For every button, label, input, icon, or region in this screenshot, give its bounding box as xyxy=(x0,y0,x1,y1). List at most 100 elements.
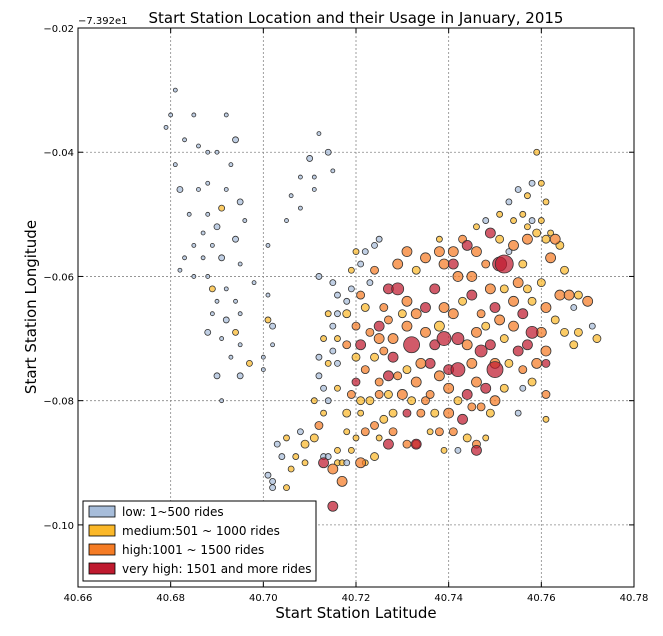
data-point-high xyxy=(351,321,361,331)
data-point-low xyxy=(223,187,229,192)
data-point-medium xyxy=(342,309,352,319)
data-point-medium xyxy=(569,340,579,350)
data-point-high xyxy=(563,289,575,301)
data-point-medium xyxy=(519,210,527,218)
data-point-low xyxy=(320,384,327,392)
data-point-low xyxy=(514,409,522,417)
data-point-high xyxy=(476,402,486,412)
data-point-low xyxy=(222,316,230,324)
data-point-low xyxy=(311,174,317,180)
data-point-low xyxy=(454,446,462,454)
data-point-low xyxy=(297,174,303,180)
data-point-high xyxy=(346,390,356,399)
x-tick-label: 40.68 xyxy=(156,593,185,604)
data-point-high xyxy=(393,371,403,381)
data-point-high xyxy=(531,357,543,369)
data-point-medium xyxy=(524,192,531,200)
data-point-low xyxy=(329,347,337,355)
data-point-medium xyxy=(208,285,216,293)
data-point-low xyxy=(168,112,174,118)
data-point-medium xyxy=(352,248,360,256)
data-point-low xyxy=(315,372,323,380)
data-point-low xyxy=(306,155,314,162)
y-tick-label: −0.10 xyxy=(43,521,74,532)
data-point-very-high xyxy=(383,370,394,382)
data-point-low xyxy=(334,291,341,299)
data-point-high xyxy=(494,314,506,326)
data-point-low xyxy=(237,342,243,348)
data-point-low xyxy=(196,187,201,192)
data-point-medium xyxy=(334,335,341,342)
data-point-medium xyxy=(283,434,290,442)
data-point-low xyxy=(334,359,341,367)
data-point-high xyxy=(582,295,594,307)
data-point-very-high xyxy=(318,457,329,469)
data-point-very-high xyxy=(512,345,524,357)
data-point-medium xyxy=(523,284,532,294)
data-point-high xyxy=(508,295,519,307)
data-point-high xyxy=(545,252,556,264)
data-point-low xyxy=(296,428,304,436)
data-point-very-high xyxy=(327,500,339,512)
data-point-medium xyxy=(433,320,445,332)
x-tick-label: 40.78 xyxy=(620,593,649,604)
data-point-medium xyxy=(320,409,327,417)
data-point-very-high xyxy=(391,282,405,296)
legend: low: 1~500 rides medium:501 ~ 1000 rides… xyxy=(82,500,317,582)
x-tick-label: 40.76 xyxy=(527,593,556,604)
data-point-medium xyxy=(343,428,351,436)
data-point-high xyxy=(420,326,431,338)
data-point-low xyxy=(265,242,271,248)
data-point-low xyxy=(315,353,323,361)
data-point-low xyxy=(172,87,178,93)
data-point-high xyxy=(425,390,435,399)
data-point-high xyxy=(370,421,379,430)
data-point-high xyxy=(410,308,422,320)
data-point-medium xyxy=(495,234,505,244)
data-point-low xyxy=(176,186,184,193)
y-tick-label: −0.04 xyxy=(43,148,74,159)
data-point-high xyxy=(388,427,398,437)
data-point-very-high xyxy=(484,227,496,239)
data-point-medium xyxy=(370,352,379,362)
data-point-high xyxy=(484,283,496,295)
data-point-medium xyxy=(481,321,491,331)
data-point-very-high xyxy=(484,339,496,351)
data-point-very-high xyxy=(436,331,452,346)
data-point-medium xyxy=(320,335,327,342)
data-point-high xyxy=(466,357,478,369)
data-point-high xyxy=(467,402,477,412)
data-point-high xyxy=(438,302,450,313)
data-point-very-high xyxy=(489,302,501,313)
data-point-high xyxy=(374,390,384,399)
data-point-high xyxy=(541,390,551,399)
data-point-high xyxy=(461,339,473,351)
data-point-very-high xyxy=(461,239,473,251)
data-point-high xyxy=(443,382,455,394)
data-point-low xyxy=(223,286,229,292)
data-point-medium xyxy=(384,390,393,399)
data-point-low xyxy=(214,149,220,155)
data-point-high xyxy=(518,365,528,375)
data-point-high xyxy=(314,421,324,430)
data-point-very-high xyxy=(471,444,482,456)
data-point-medium xyxy=(592,334,602,343)
y-axis-label: Start Station Longitude xyxy=(22,220,40,394)
data-point-low xyxy=(343,459,351,467)
data-point-low xyxy=(357,260,365,268)
data-point-high xyxy=(401,246,413,258)
data-point-medium xyxy=(550,315,560,325)
x-tick-label: 40.70 xyxy=(249,593,278,604)
data-point-very-high xyxy=(522,339,533,351)
data-point-low xyxy=(233,298,238,304)
data-points xyxy=(163,87,602,512)
data-point-high xyxy=(508,320,519,332)
data-point-high xyxy=(508,239,519,251)
data-point-low xyxy=(205,149,211,155)
data-point-low xyxy=(528,217,536,224)
data-point-low xyxy=(191,112,197,118)
data-point-high xyxy=(466,271,478,282)
data-point-low xyxy=(200,255,206,261)
data-point-high xyxy=(360,427,370,437)
data-point-high xyxy=(401,320,413,332)
